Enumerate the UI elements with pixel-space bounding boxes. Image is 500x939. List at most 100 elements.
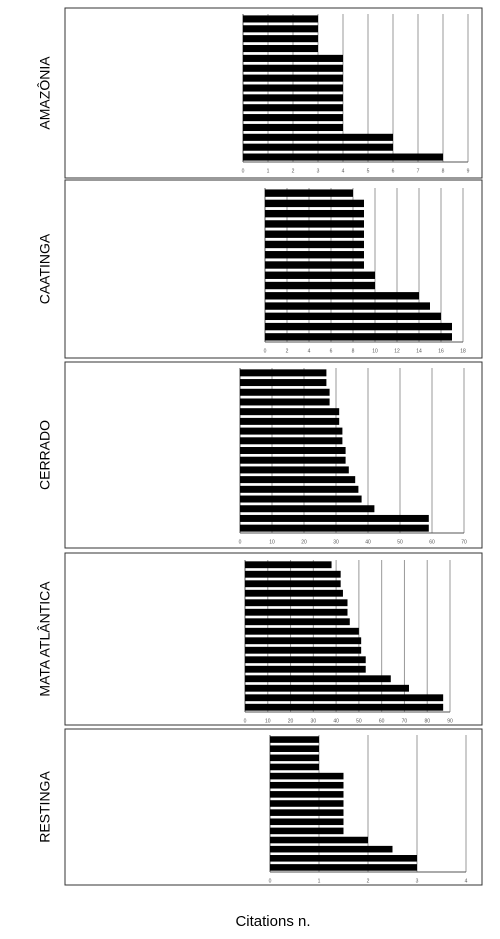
bar xyxy=(245,627,359,635)
x-tick-label: 2 xyxy=(367,878,370,884)
x-tick-label: 50 xyxy=(397,539,403,545)
bar xyxy=(240,437,343,445)
bar xyxy=(243,74,343,82)
x-tick-label: 6 xyxy=(330,348,333,354)
bar xyxy=(265,312,441,321)
bar xyxy=(265,281,375,290)
panel-title: CAATINGA xyxy=(37,233,53,304)
bar xyxy=(270,827,344,835)
panel-title: AMAZÔNIA xyxy=(37,56,53,130)
x-tick-label: 30 xyxy=(333,539,339,545)
bar xyxy=(270,855,417,862)
bar xyxy=(240,379,327,387)
bar xyxy=(240,369,327,377)
bar xyxy=(265,292,419,300)
bar xyxy=(243,94,343,102)
bar xyxy=(245,589,343,597)
bar xyxy=(240,476,356,484)
x-tick-label: 0 xyxy=(239,539,242,545)
bar xyxy=(240,447,346,454)
x-tick-label: 10 xyxy=(372,348,378,354)
bar xyxy=(270,772,344,780)
x-tick-label: 3 xyxy=(317,168,320,174)
bar xyxy=(245,646,362,654)
x-tick-label: 14 xyxy=(416,348,422,354)
bar xyxy=(243,84,343,92)
panel-title: RESTINGA xyxy=(37,771,53,843)
bar xyxy=(245,656,366,664)
x-tick-label: 9 xyxy=(467,168,470,174)
x-tick-label: 7 xyxy=(417,168,420,174)
x-tick-label: 10 xyxy=(265,718,271,724)
x-tick-label: 40 xyxy=(365,539,371,545)
x-tick-label: 1 xyxy=(318,878,321,884)
x-tick-label: 16 xyxy=(438,348,444,354)
bar xyxy=(270,745,319,752)
x-tick-label: 60 xyxy=(379,718,385,724)
bar xyxy=(240,524,429,532)
x-tick-label: 0 xyxy=(244,718,247,724)
bar xyxy=(240,514,429,522)
panel-frame xyxy=(64,179,483,359)
bar xyxy=(240,417,340,425)
bar xyxy=(270,818,344,826)
bar xyxy=(243,35,318,43)
bar xyxy=(265,271,375,279)
x-tick-label: 70 xyxy=(402,718,408,724)
bar xyxy=(243,104,343,112)
bar xyxy=(243,133,393,141)
bar xyxy=(265,322,452,331)
bar xyxy=(245,665,366,673)
bar xyxy=(270,781,344,789)
bar xyxy=(265,251,364,259)
bar xyxy=(243,44,318,53)
bar xyxy=(245,599,348,607)
panel-title: MATA ATLÂNTICA xyxy=(37,581,53,697)
panel-frame xyxy=(64,7,483,179)
bar xyxy=(270,836,368,844)
x-tick-label: 3 xyxy=(416,878,419,884)
bar xyxy=(245,561,332,569)
bar xyxy=(240,485,359,493)
x-tick-label: 90 xyxy=(447,718,453,724)
bar xyxy=(240,408,340,416)
bar xyxy=(245,618,350,626)
bar xyxy=(245,694,444,702)
bar xyxy=(270,791,344,798)
x-tick-label: 4 xyxy=(465,878,468,884)
bar xyxy=(270,809,344,816)
bar xyxy=(270,864,417,871)
bar xyxy=(245,637,362,645)
x-tick-label: 5 xyxy=(367,168,370,174)
x-tick-label: 0 xyxy=(242,168,245,174)
bar xyxy=(243,143,393,151)
bar xyxy=(270,800,344,807)
x-tick-label: 0 xyxy=(264,348,267,354)
x-tick-label: 1 xyxy=(267,168,270,174)
bar xyxy=(245,675,391,683)
bar xyxy=(265,189,353,197)
bar xyxy=(240,388,330,396)
x-tick-label: 2 xyxy=(292,168,295,174)
x-tick-label: 12 xyxy=(394,348,400,354)
bar xyxy=(243,114,343,122)
bar xyxy=(243,25,318,33)
x-tick-label: 10 xyxy=(269,539,275,545)
bar xyxy=(265,333,452,341)
bar xyxy=(245,703,444,711)
x-tick-label: 18 xyxy=(460,348,466,354)
bar xyxy=(245,580,341,588)
x-tick-label: 0 xyxy=(269,878,272,884)
x-tick-label: 50 xyxy=(356,718,362,724)
bar xyxy=(265,209,364,218)
bar xyxy=(265,302,430,310)
bar xyxy=(240,427,343,435)
x-tick-label: 70 xyxy=(461,539,467,545)
x-tick-label: 6 xyxy=(392,168,395,174)
bar xyxy=(265,199,364,208)
bar xyxy=(245,684,409,692)
bar xyxy=(240,398,330,406)
x-tick-label: 60 xyxy=(429,539,435,545)
x-axis-label: Citations n. xyxy=(235,913,310,930)
